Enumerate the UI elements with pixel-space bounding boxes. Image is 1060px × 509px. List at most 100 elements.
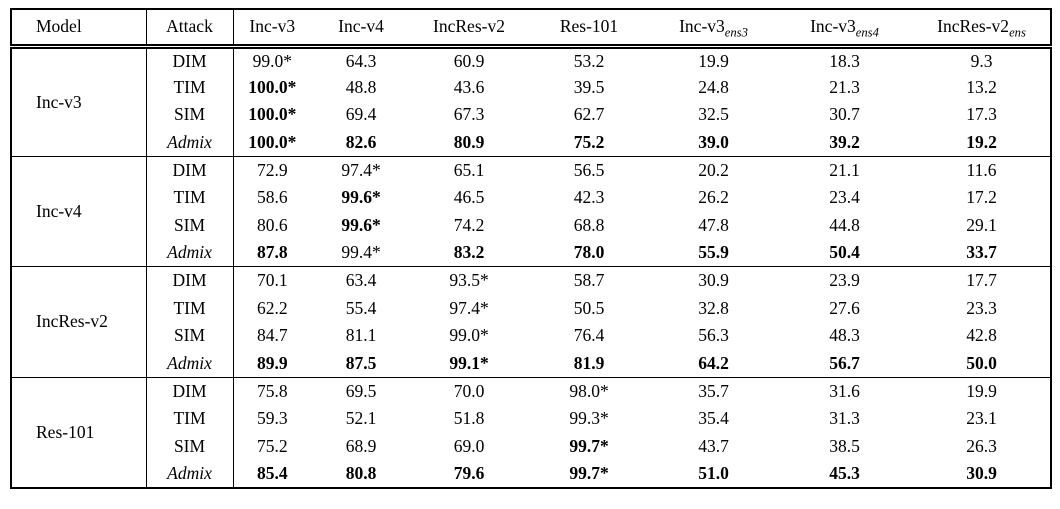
cell-value: 55.4 [345,297,377,318]
cell-value: 97.4* [449,297,489,318]
cell-value: 20.2 [651,155,776,184]
cell-value: 19.9 [698,50,729,71]
cell-value: 63.4 [311,266,411,295]
cell-value: 17.7 [913,266,1051,295]
cell-value: 78.0 [573,242,605,263]
results-table: Model Attack Inc-v3 Inc-v4 IncRes-v2 Res… [10,8,1052,489]
cell-value: 60.9 [453,50,485,71]
cell-value: 89.9 [256,352,288,373]
cell-value: 82.6 [345,131,377,152]
cell-value: 68.8 [573,214,605,235]
cell-value: 64.2 [698,352,729,373]
cell-value: 58.6 [256,187,288,208]
header-incres-v2: IncRes-v2 [411,9,527,49]
table-row: Admix 85.4 80.8 79.6 99.7* 51.0 45.3 30.9 [11,459,1051,488]
cell-value: 75.2 [256,435,288,456]
cell-value: 85.4 [256,462,288,483]
cell-value: 21.1 [776,155,913,184]
cell-value: 48.3 [829,325,860,346]
table-row: Inc-v3 DIM 99.0* 64.3 60.9 53.2 19.9 18.3 9.3 [11,46,1051,157]
cell-value: 87.8 [256,242,288,263]
cell-value: 35.4 [698,408,729,429]
attack-label: TIM [146,73,234,102]
cell-value: 99.0* [252,50,292,71]
cell-value: 65.1 [411,155,527,184]
cell-value: 97.4* [311,155,411,184]
cell-value: 31.3 [829,408,860,429]
cell-value: 38.5 [829,435,860,456]
cell-value: 9.3 [970,50,993,71]
cell-value: 99.1* [449,352,489,373]
header-row: Model Attack Inc-v3 Inc-v4 IncRes-v2 Res… [11,9,1051,49]
table-row: Res-101 DIM 75.8 69.5 70.0 98.0* 35.7 31.6 19.9 [11,376,1051,488]
cell-value: 23.4 [829,187,860,208]
attack-label: SIM [146,101,234,129]
table-header: Model Attack Inc-v3 Inc-v4 IncRes-v2 Res… [11,9,1051,49]
cell-value: 44.8 [829,214,860,235]
cell-value: 99.7* [569,462,609,483]
cell-value: 76.4 [573,325,605,346]
header-incres-v2-ens: IncRes-v2ens [913,9,1051,49]
attack-label: Admix [146,128,234,157]
cell-value: 84.7 [256,325,288,346]
cell-value: 99.6* [341,214,381,235]
attack-label: Admix [146,459,234,488]
table-row: SIM 84.7 81.1 99.0* 76.4 56.3 48.3 42.8 [11,321,1051,350]
cell-value: 100.0* [248,76,297,97]
cell-value: 83.2 [453,242,485,263]
cell-value: 99.4* [341,242,381,263]
model-label: Res-101 [11,376,147,488]
cell-value: 99.6* [341,187,381,208]
model-label: Inc-v4 [11,155,147,267]
header-inc-v3: Inc-v3 [233,9,311,49]
header-model: Model [11,9,147,49]
cell-value: 24.8 [698,76,729,97]
cell-value: 30.9 [966,462,997,483]
cell-value: 62.2 [256,297,288,318]
cell-value: 43.6 [453,76,485,97]
cell-value: 21.3 [829,76,860,97]
cell-value: 99.3* [569,408,609,429]
cell-value: 30.7 [829,104,860,125]
header-res-101: Res-101 [527,9,651,49]
attack-label: SIM [146,211,234,240]
attack-label: SIM [146,321,234,350]
table-row: TIM 62.2 55.4 97.4* 50.5 32.8 27.6 23.3 [11,294,1051,322]
cell-value: 39.2 [829,131,860,152]
cell-value: 13.2 [966,76,997,97]
attack-label: Admix [146,239,234,267]
table-row: SIM 100.0* 69.4 67.3 62.7 32.5 30.7 17.3 [11,101,1051,129]
cell-value: 55.9 [698,242,729,263]
cell-value: 99.7* [569,435,609,456]
cell-value: 81.9 [573,352,605,373]
cell-value: 33.7 [966,242,997,263]
cell-value: 30.9 [651,266,776,295]
cell-value: 45.3 [829,462,860,483]
cell-value: 23.9 [776,266,913,295]
cell-value: 99.0* [449,325,489,346]
cell-value: 56.5 [527,155,651,184]
cell-value: 18.3 [829,50,860,71]
table-row: TIM 59.3 52.1 51.8 99.3* 35.4 31.3 23.1 [11,404,1051,433]
table-row: Admix 89.9 87.5 99.1* 81.9 64.2 56.7 50.0 [11,349,1051,378]
cell-value: 87.5 [345,352,377,373]
cell-value: 50.0 [966,352,997,373]
cell-value: 46.5 [453,187,485,208]
cell-value: 43.7 [698,435,729,456]
cell-value: 32.8 [698,297,729,318]
cell-value: 17.3 [966,104,997,125]
cell-value: 80.8 [345,462,377,483]
table-row: TIM 100.0* 48.8 43.6 39.5 24.8 21.3 13.2 [11,73,1051,102]
cell-value: 50.5 [573,297,605,318]
cell-value: 69.4 [345,104,377,125]
model-label: IncRes-v2 [11,266,147,378]
cell-value: 42.3 [573,187,605,208]
attack-label: TIM [146,294,234,322]
cell-value: 67.3 [453,104,485,125]
cell-value: 98.0* [527,376,651,405]
cell-value: 75.2 [573,131,605,152]
cell-value: 35.7 [651,376,776,405]
attack-label: TIM [146,183,234,212]
cell-value: 93.5* [411,266,527,295]
table-row: TIM 58.6 99.6* 46.5 42.3 26.2 23.4 17.2 [11,183,1051,212]
